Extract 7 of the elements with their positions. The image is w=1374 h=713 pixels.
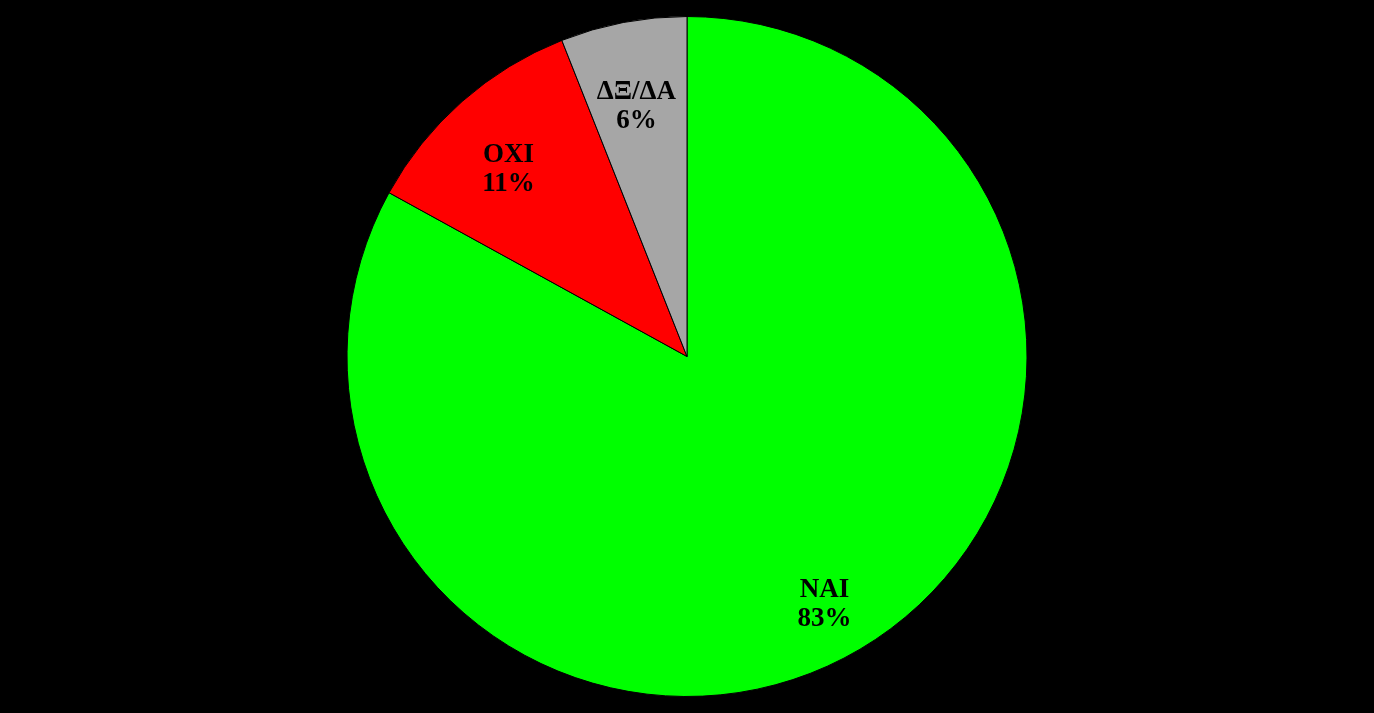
- slice-label: ΝΑΙ: [799, 572, 850, 603]
- slice-label: ΟΧΙ: [482, 137, 534, 168]
- data-label: 6%: [616, 104, 657, 135]
- slice-label: ΔΞ/ΔΑ: [596, 75, 677, 106]
- data-label: 11%: [482, 166, 535, 197]
- data-label: 83%: [797, 601, 852, 632]
- pie-slice: [346, 16, 1028, 697]
